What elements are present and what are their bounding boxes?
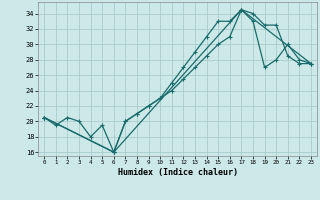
X-axis label: Humidex (Indice chaleur): Humidex (Indice chaleur) bbox=[118, 168, 238, 177]
